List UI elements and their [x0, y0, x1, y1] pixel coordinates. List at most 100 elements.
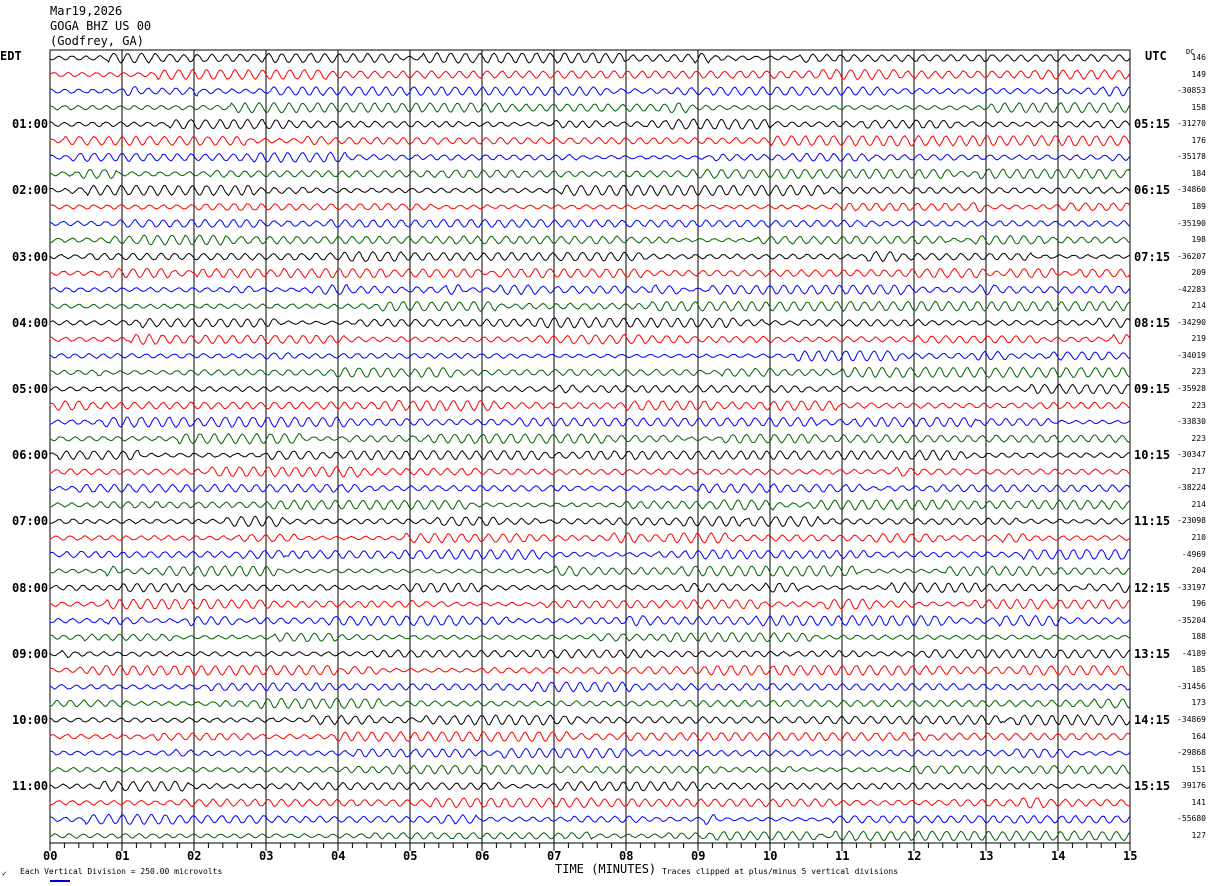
dc-offset-label: 158 — [1191, 102, 1206, 112]
seismic-trace — [49, 614, 1131, 627]
dc-offset-label: 185 — [1191, 665, 1206, 675]
station-location: (Godfrey, GA) — [50, 34, 144, 48]
seismic-trace — [49, 416, 1131, 429]
seismic-trace — [49, 168, 1131, 180]
plot-date: Mar19,2026 — [50, 4, 123, 18]
seismic-trace — [49, 399, 1131, 412]
dc-offset-label: -33830 — [1177, 417, 1206, 427]
seismic-trace — [49, 134, 1131, 147]
dc-offset-label: 223 — [1191, 400, 1206, 410]
edt-hour-label: 02:00 — [12, 183, 49, 198]
seismic-trace — [49, 532, 1131, 544]
clip-note: Traces clipped at plus/minus 5 vertical … — [662, 867, 899, 876]
seismic-trace — [49, 632, 1131, 643]
seismic-trace — [49, 151, 1131, 163]
dc-offset-label: -33197 — [1177, 582, 1206, 592]
utc-hour-label: 15:15 — [1134, 779, 1171, 794]
dc-offset-label: 219 — [1191, 334, 1206, 344]
dc-offset-label: -35204 — [1177, 615, 1206, 625]
dc-offset-label: -31270 — [1177, 119, 1206, 129]
x-tick-label: 05 — [403, 849, 418, 863]
dc-offset-label: 141 — [1191, 797, 1206, 807]
dc-offset-label: -4189 — [1181, 648, 1206, 658]
seismic-trace — [49, 813, 1131, 826]
dc-offset-label: 173 — [1191, 698, 1206, 708]
utc-hour-label: 09:15 — [1134, 382, 1171, 396]
seismic-trace — [49, 85, 1131, 97]
dc-offset-label: 149 — [1191, 69, 1206, 79]
dc-offset-label: 223 — [1191, 433, 1206, 443]
utc-hour-label: 05:15 — [1134, 117, 1171, 132]
x-tick-label: 12 — [907, 849, 922, 863]
dc-offset-label: 39176 — [1181, 781, 1206, 791]
x-tick-label: 11 — [835, 849, 850, 863]
dc-offset-label: 176 — [1191, 135, 1206, 145]
edt-hour-label: 04:00 — [12, 315, 49, 330]
seismic-trace — [49, 234, 1131, 246]
plot-frame — [49, 49, 1131, 844]
utc-hour-label: 08:15 — [1134, 315, 1171, 330]
dc-offset-label: 210 — [1191, 532, 1206, 542]
edt-hour-label: 11:00 — [12, 779, 49, 794]
logo-icon: ✓ — [2, 869, 7, 878]
dc-offset-label: 196 — [1191, 599, 1206, 609]
utc-hour-label: 12:15 — [1134, 580, 1171, 595]
station-id: GOGA BHZ US 00 — [50, 19, 152, 33]
dc-offset-label: -42283 — [1177, 284, 1206, 294]
x-tick-label: 07 — [547, 849, 562, 863]
dc-offset-label: 146 — [1191, 53, 1206, 62]
scale-note: Each Vertical Division = 250.00 microvol… — [20, 867, 223, 876]
seismic-trace — [49, 697, 1131, 710]
seismic-trace — [49, 830, 1131, 842]
dc-offset-label: -35190 — [1177, 218, 1206, 228]
seismic-trace — [49, 300, 1131, 312]
edt-hour-label: 03:00 — [12, 249, 49, 264]
seismic-trace — [49, 714, 1131, 726]
seismic-trace — [49, 333, 1131, 346]
dc-offset-label: -4969 — [1181, 549, 1206, 559]
dc-label: DC — [1186, 48, 1195, 56]
dc-offset-label: 214 — [1191, 499, 1206, 509]
dc-offset-label: -34290 — [1177, 317, 1206, 327]
x-tick-label: 15 — [1123, 849, 1138, 863]
seismic-trace — [49, 730, 1131, 743]
dc-offset-label: -30347 — [1177, 450, 1206, 460]
dc-offset-label: -35928 — [1177, 384, 1206, 393]
x-tick-label: 13 — [979, 849, 994, 863]
seismic-trace — [49, 598, 1131, 610]
utc-hour-label: 11:15 — [1134, 514, 1171, 529]
x-tick-label: 06 — [475, 849, 490, 863]
dc-offset-label: -55680 — [1177, 814, 1206, 824]
edt-hour-label: 05:00 — [12, 382, 49, 396]
seismic-trace — [49, 648, 1131, 659]
dc-offset-label: -36207 — [1177, 251, 1206, 261]
seismic-trace — [49, 515, 1131, 528]
x-tick-label: 02 — [187, 849, 202, 863]
seismic-trace — [49, 565, 1131, 578]
dc-offset-label: 198 — [1191, 235, 1206, 245]
x-tick-label: 04 — [331, 849, 346, 863]
dc-offset-label: 151 — [1191, 764, 1206, 774]
seismic-trace — [49, 184, 1131, 197]
dc-offset-label: 184 — [1191, 168, 1206, 178]
x-tick-label: 01 — [115, 849, 130, 863]
seismic-trace — [49, 797, 1131, 809]
seismic-trace — [49, 366, 1131, 379]
dc-offset-label: -29868 — [1177, 748, 1206, 758]
dc-offset-label: -35178 — [1177, 152, 1206, 162]
edt-hour-label: 10:00 — [12, 713, 49, 727]
x-tick-label: 00 — [43, 849, 58, 863]
seismic-trace — [49, 449, 1131, 461]
seismic-trace — [49, 267, 1131, 279]
utc-hour-label: 13:15 — [1134, 646, 1171, 661]
dc-offset-label: 223 — [1191, 367, 1206, 377]
seismic-trace — [49, 350, 1131, 362]
utc-hour-label: 07:15 — [1134, 249, 1171, 264]
x-tick-label: 09 — [691, 849, 706, 863]
utc-hour-label: 10:15 — [1134, 448, 1171, 463]
seismic-trace — [49, 780, 1131, 793]
seismic-trace — [49, 283, 1131, 296]
dc-offset-label: 214 — [1191, 301, 1206, 311]
seismic-trace — [49, 218, 1131, 229]
edt-hour-label: 06:00 — [12, 448, 49, 463]
